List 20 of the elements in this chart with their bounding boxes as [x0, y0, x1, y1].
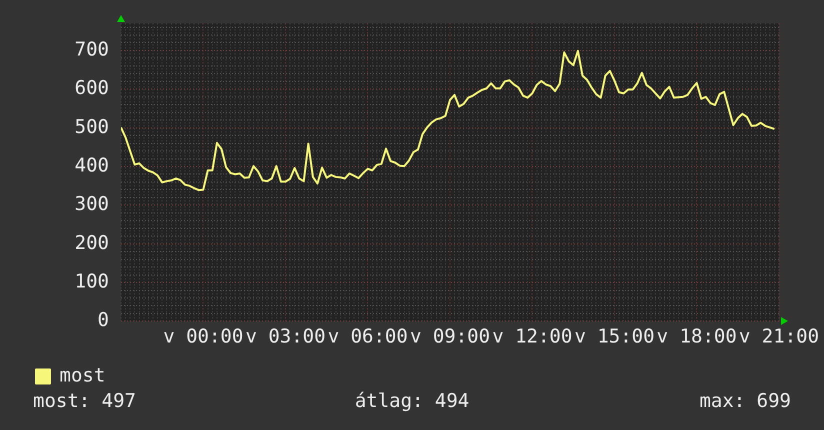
x-tick-label: v 15:00 — [574, 326, 655, 348]
x-tick-label: v 12:00 — [492, 326, 572, 348]
y-tick-label: 600 — [74, 77, 109, 100]
y-tick-label: 100 — [74, 270, 109, 292]
x-tick-label: v 21:00 — [738, 326, 820, 348]
text: átlag: 494 — [354, 390, 470, 412]
y-tick-label: 400 — [74, 154, 109, 176]
x-tick-label: v 18:00 — [656, 326, 737, 348]
x-tick-label: v 00:00 — [163, 326, 244, 348]
x-tick-label: v 06:00 — [328, 326, 408, 348]
y-tick-label: 200 — [74, 232, 109, 254]
y-tick-label: 0 — [98, 309, 109, 332]
y-tick-label: 700 — [74, 38, 109, 60]
y-tick-label: 300 — [74, 193, 109, 216]
x-tick-label: v 09:00 — [410, 326, 490, 348]
text: max: 699 — [699, 390, 791, 412]
text: most: 497 — [33, 390, 136, 412]
y-tick-label: 500 — [74, 116, 109, 138]
legend-label: most — [60, 364, 106, 386]
x-tick-label: v 03:00 — [245, 326, 326, 348]
